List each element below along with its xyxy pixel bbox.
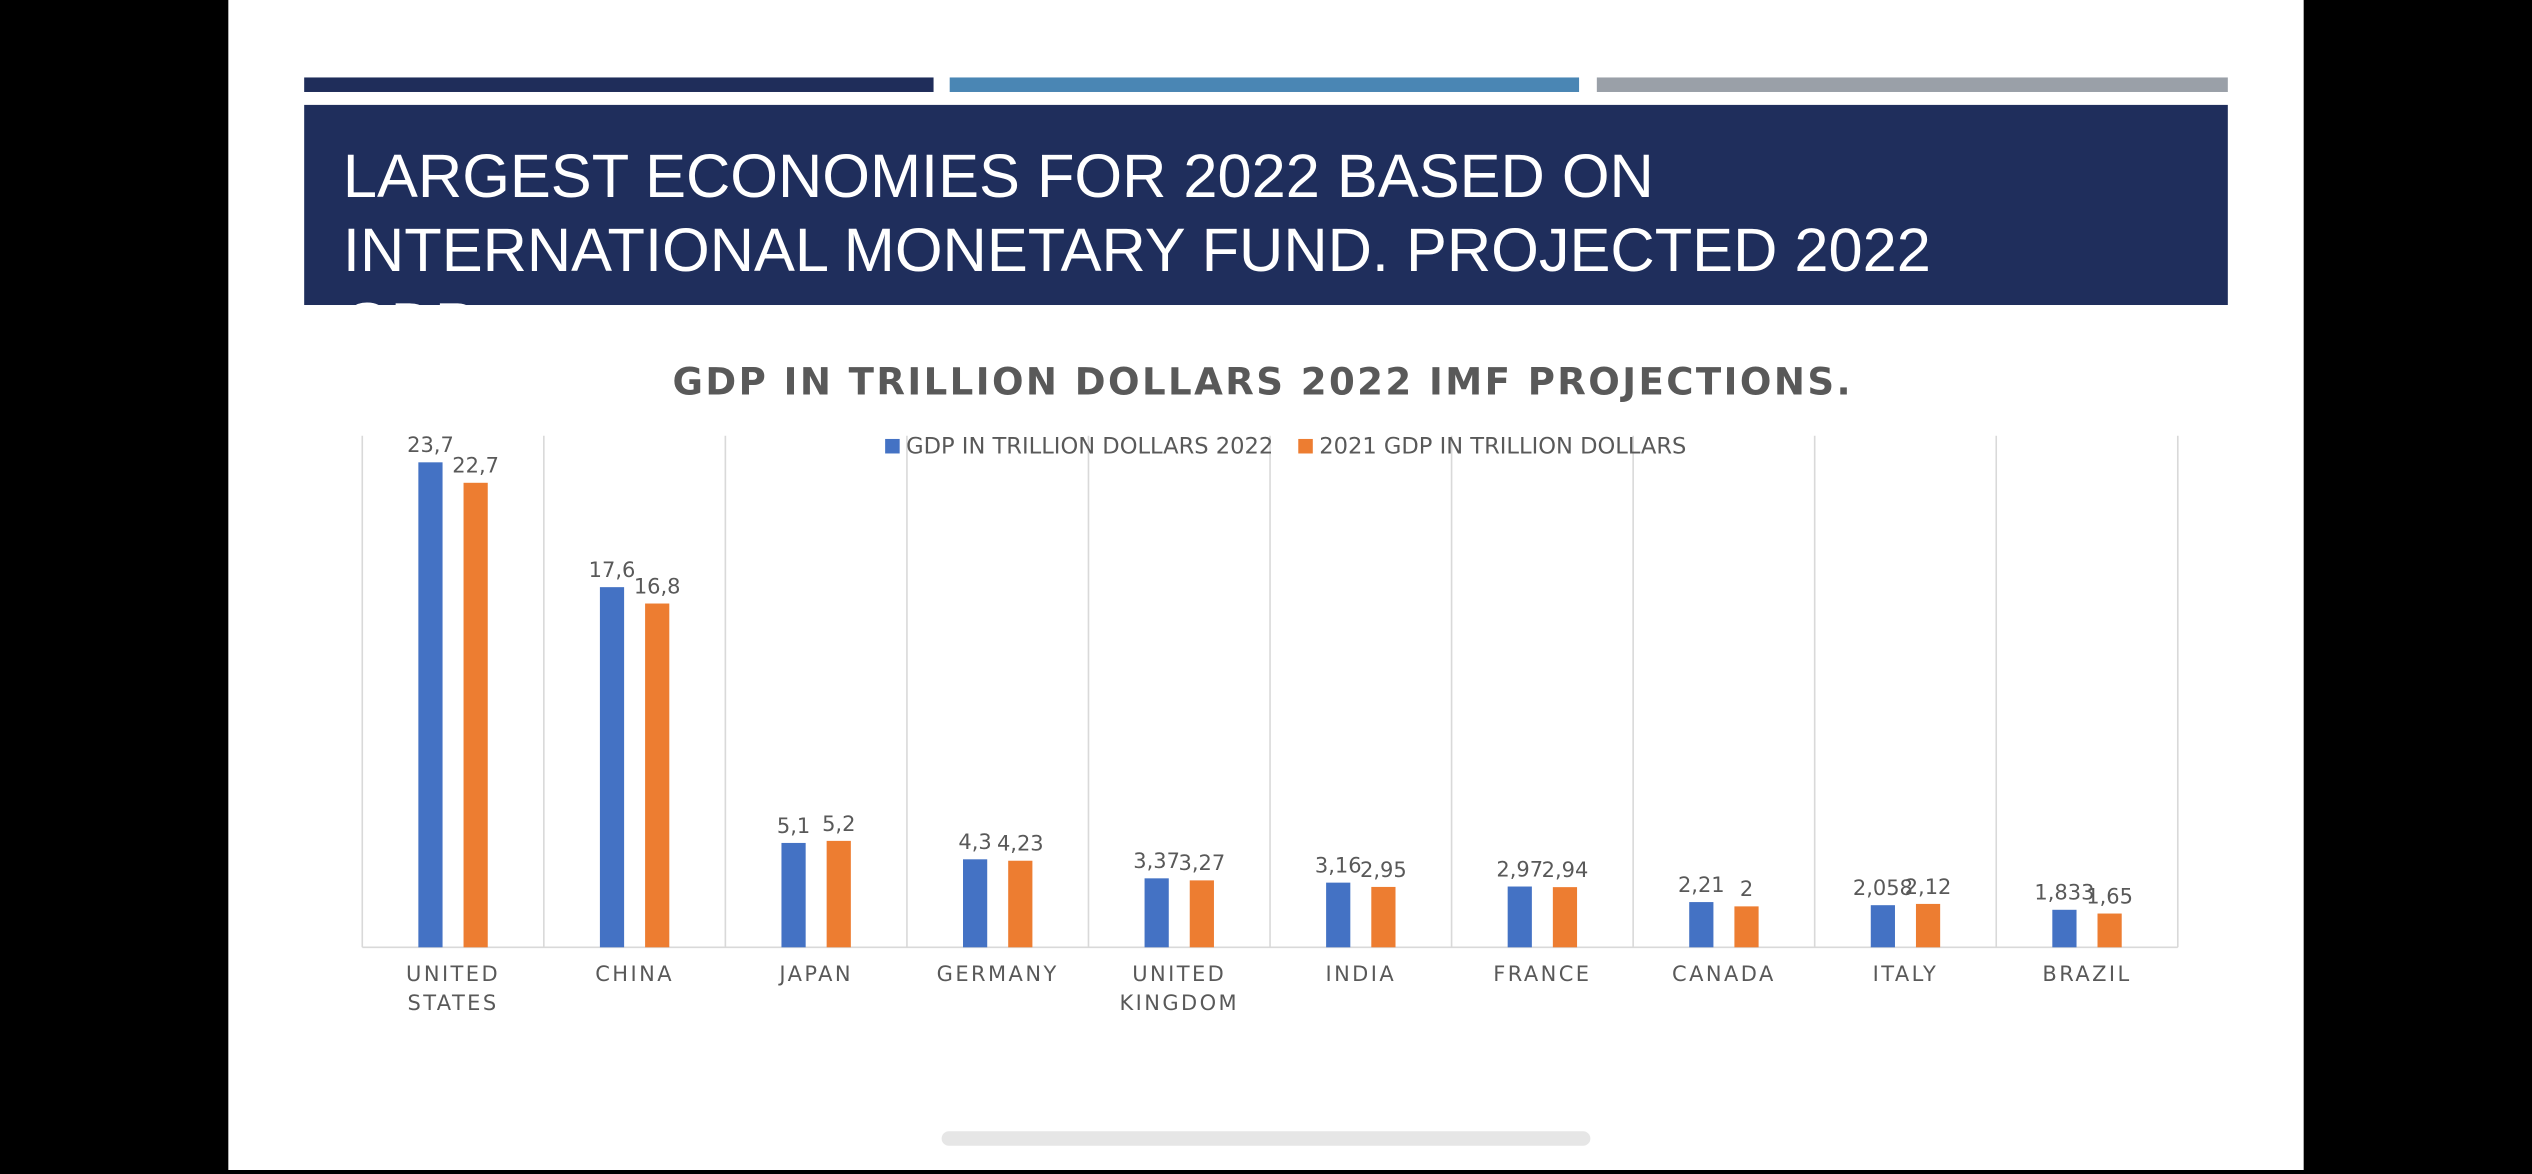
data-label: 1,833 — [2034, 881, 2094, 905]
bar — [1189, 880, 1214, 948]
data-label: 3,37 — [1133, 849, 1180, 873]
x-tick-label: CHINA — [595, 963, 674, 988]
data-label: 2 — [1740, 877, 1753, 901]
x-tick-label-box: CANADA — [1672, 963, 1776, 988]
x-tick-label: UNITED KINGDOM — [1119, 963, 1240, 1017]
data-label: 2,97 — [1496, 857, 1543, 881]
bar — [418, 462, 443, 948]
accent-bar — [1596, 77, 2228, 92]
bar — [781, 842, 806, 948]
data-label: 2,21 — [1678, 873, 1725, 897]
x-tick-label: BRAZIL — [2042, 963, 2132, 988]
bar — [826, 840, 851, 948]
bar — [2097, 913, 2122, 948]
data-label: 2,058 — [1853, 876, 1913, 900]
data-label: 16,8 — [634, 574, 681, 598]
x-tick-label-box: CHINA — [595, 963, 674, 988]
x-tick-label: INDIA — [1325, 963, 1397, 988]
legend-swatch — [1298, 438, 1313, 454]
data-label: 5,2 — [822, 812, 855, 836]
x-tick-label: CANADA — [1672, 963, 1776, 988]
x-tick-label-box: UNITED STATES — [406, 963, 501, 1017]
bar — [1552, 887, 1578, 948]
legend-label: 2021 GDP IN TRILLION DOLLARS — [1319, 434, 1686, 460]
data-label: 4,23 — [997, 832, 1044, 856]
x-tick-label: ITALY — [1872, 963, 1939, 988]
data-label: 2,12 — [1905, 875, 1952, 899]
bar — [463, 482, 488, 948]
x-tick-label: GERMANY — [936, 963, 1059, 988]
x-tick-label-box: INDIA — [1325, 963, 1397, 988]
x-tick-label: JAPAN — [779, 963, 853, 988]
data-label: 23,7 — [407, 433, 454, 457]
bar — [1689, 902, 1714, 948]
accent-bar — [304, 77, 934, 92]
x-tick-label-box: UNITED KINGDOM — [1119, 963, 1240, 1017]
slide-title: LARGEST ECONOMIES FOR 2022 BASED ON INTE… — [342, 143, 1931, 305]
legend-label: GDP IN TRILLION DOLLARS 2022 — [906, 434, 1273, 460]
bar — [1870, 905, 1895, 948]
data-label: 5,1 — [777, 814, 810, 838]
bar — [1144, 878, 1169, 948]
x-tick-label-box: JAPAN — [779, 963, 853, 988]
bar — [2052, 909, 2077, 948]
data-label: 17,6 — [589, 558, 636, 582]
x-tick-label-box: ITALY — [1872, 963, 1939, 988]
data-label: 2,94 — [1542, 858, 1589, 882]
data-label: 3,27 — [1179, 851, 1226, 875]
x-tick-label: UNITED STATES — [406, 963, 501, 1017]
bar — [1008, 860, 1033, 948]
scrollbar[interactable] — [941, 1131, 1591, 1146]
bar — [645, 603, 670, 948]
data-label: 4,3 — [958, 830, 991, 854]
bar — [1734, 906, 1759, 948]
bar — [963, 859, 988, 948]
slide-title-box: LARGEST ECONOMIES FOR 2022 BASED ON INTE… — [342, 143, 1931, 305]
x-tick-label: FRANCE — [1493, 963, 1592, 988]
accent-bar — [949, 77, 1580, 92]
legend-swatch — [885, 438, 900, 454]
data-label: 1,65 — [2086, 884, 2133, 908]
x-tick-label-box: GERMANY — [936, 963, 1059, 988]
bar — [599, 587, 625, 948]
data-label: 22,7 — [452, 454, 499, 478]
x-tick-label-box: FRANCE — [1493, 963, 1592, 988]
bar — [1326, 882, 1351, 948]
x-tick-label-box: BRAZIL — [2042, 963, 2132, 988]
bar — [1507, 886, 1532, 948]
title-banner — [304, 104, 2228, 306]
bar — [1915, 903, 1941, 948]
bar — [1371, 886, 1396, 948]
chart-title: GDP IN TRILLION DOLLARS 2022 IMF PROJECT… — [673, 361, 1853, 404]
data-label: 3,16 — [1315, 853, 1362, 877]
data-label: 2,95 — [1360, 858, 1407, 882]
